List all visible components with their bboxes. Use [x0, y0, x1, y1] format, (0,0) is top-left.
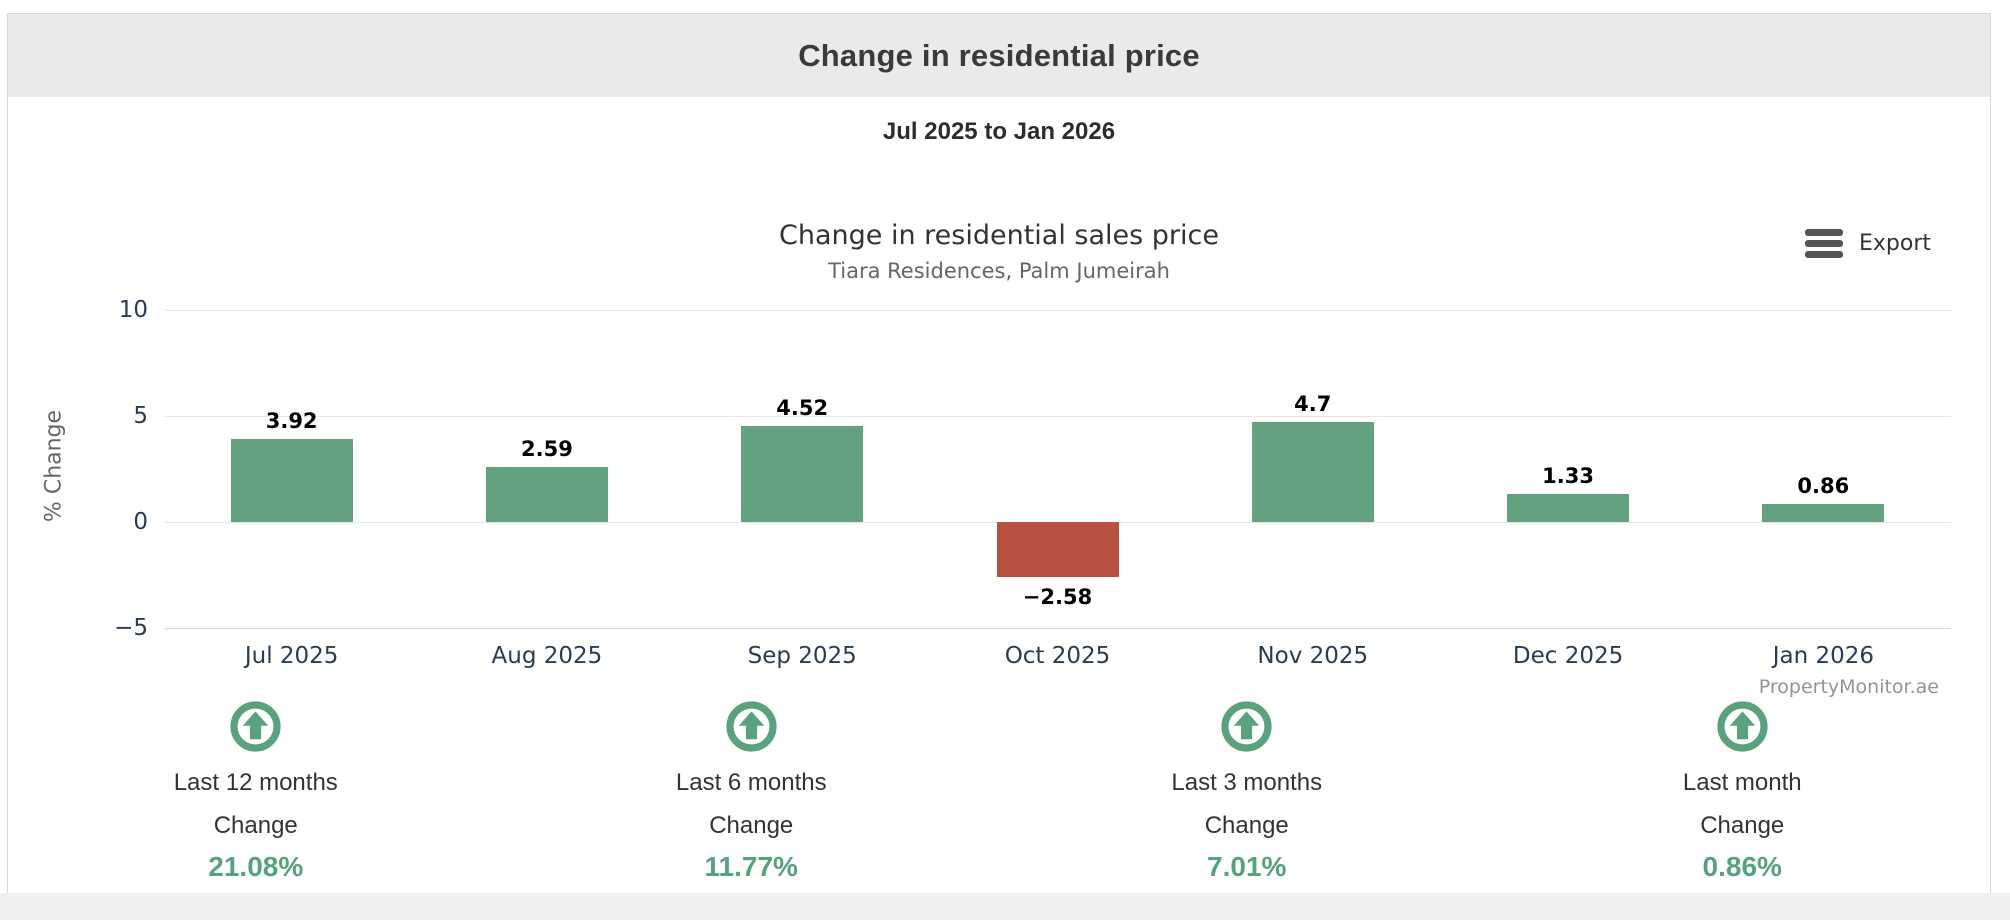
stat-change-caption: Change [1700, 812, 1785, 839]
y-axis-tick-label: 5 [133, 403, 148, 429]
page-bottom-strip [0, 893, 2010, 920]
bar-sep-2025[interactable] [741, 426, 864, 522]
hamburger-menu-icon [1804, 228, 1843, 258]
bar-value-label: 1.33 [1542, 463, 1594, 488]
stat-change-caption: Change [709, 812, 794, 839]
stat-last-12-months: Last 12 months Change 21.08% [8, 701, 504, 883]
x-axis-label-oct-2025: Oct 2025 [1004, 643, 1111, 669]
stat-value: 0.86% [1702, 851, 1782, 882]
bar-value-label: 4.7 [1294, 392, 1332, 417]
bar-value-label: 0.86 [1797, 473, 1850, 498]
export-label: Export [1858, 230, 1931, 256]
stat-value: 7.01% [1207, 851, 1287, 882]
stat-last-month: Last month Change 0.86% [1495, 701, 1991, 883]
summary-stats-row: Last 12 months Change 21.08% Last 6 mont… [8, 701, 1990, 883]
bar-value-label: 4.52 [776, 396, 829, 421]
chart-credits-link[interactable]: PropertyMonitor.ae [1758, 676, 1939, 698]
report-card: Change in residential price Jul 2025 to … [7, 13, 1991, 904]
stat-value: 11.77% [704, 851, 798, 882]
gridline [164, 310, 1951, 311]
x-axis-label-sep-2025: Sep 2025 [747, 643, 857, 669]
bar-value-label: 2.59 [521, 437, 573, 462]
page-title: Change in residential price [798, 37, 1200, 73]
gridline [164, 416, 1951, 417]
stat-label: Last 6 months [675, 769, 827, 796]
bar-dec-2025[interactable] [1507, 493, 1630, 522]
bar-value-label: −2.58 [1022, 584, 1093, 609]
x-axis-label-jan-2026: Jan 2026 [1772, 643, 1874, 669]
stat-change-caption: Change [1204, 812, 1289, 839]
chart-container: Change in residential sales price Tiara … [8, 14, 1990, 903]
export-button[interactable]: Export [1804, 226, 1931, 260]
y-axis-tick-label: −5 [114, 615, 148, 641]
bar-jan-2026[interactable] [1762, 503, 1885, 522]
plot-area: 10 5 0 −5 3.92 2.59 4.52 −2.58 4.7 1.33 0.86 [114, 297, 1951, 641]
stat-label: Last 3 months [1171, 769, 1323, 796]
bar-value-label: 3.92 [265, 408, 318, 433]
x-axis-label-jul-2025: Jul 2025 [244, 643, 339, 669]
bar-jul-2025[interactable] [230, 438, 353, 522]
card-header: Change in residential price [8, 14, 1990, 97]
stat-label: Last 12 months [173, 769, 338, 796]
x-axis-line [164, 628, 1951, 629]
bar-oct-2025[interactable] [996, 522, 1119, 577]
bar-nov-2025[interactable] [1251, 422, 1374, 522]
x-axis-label-aug-2025: Aug 2025 [491, 643, 603, 669]
y-axis-tick-label: 10 [118, 297, 148, 323]
x-axis-label-nov-2025: Nov 2025 [1257, 643, 1369, 669]
y-axis-tick-label: 0 [133, 509, 148, 535]
bar-aug-2025[interactable] [485, 467, 608, 522]
stat-label: Last month [1682, 769, 1802, 796]
stat-last-6-months: Last 6 months Change 11.77% [504, 701, 1000, 883]
stat-last-3-months: Last 3 months Change 7.01% [999, 701, 1495, 883]
arrow-up-circle-icon [1717, 701, 1768, 752]
chart-subtitle: Tiara Residences, Palm Jumeirah [828, 259, 1170, 283]
chart-title: Change in residential sales price [779, 220, 1219, 251]
stat-change-caption: Change [213, 812, 298, 839]
arrow-up-circle-icon [230, 701, 281, 752]
arrow-up-circle-icon [1221, 701, 1272, 752]
date-range-subtitle: Jul 2025 to Jan 2026 [882, 118, 1116, 145]
x-axis-label-dec-2025: Dec 2025 [1512, 643, 1624, 669]
arrow-up-circle-icon [726, 701, 777, 752]
stat-value: 21.08% [208, 851, 304, 882]
